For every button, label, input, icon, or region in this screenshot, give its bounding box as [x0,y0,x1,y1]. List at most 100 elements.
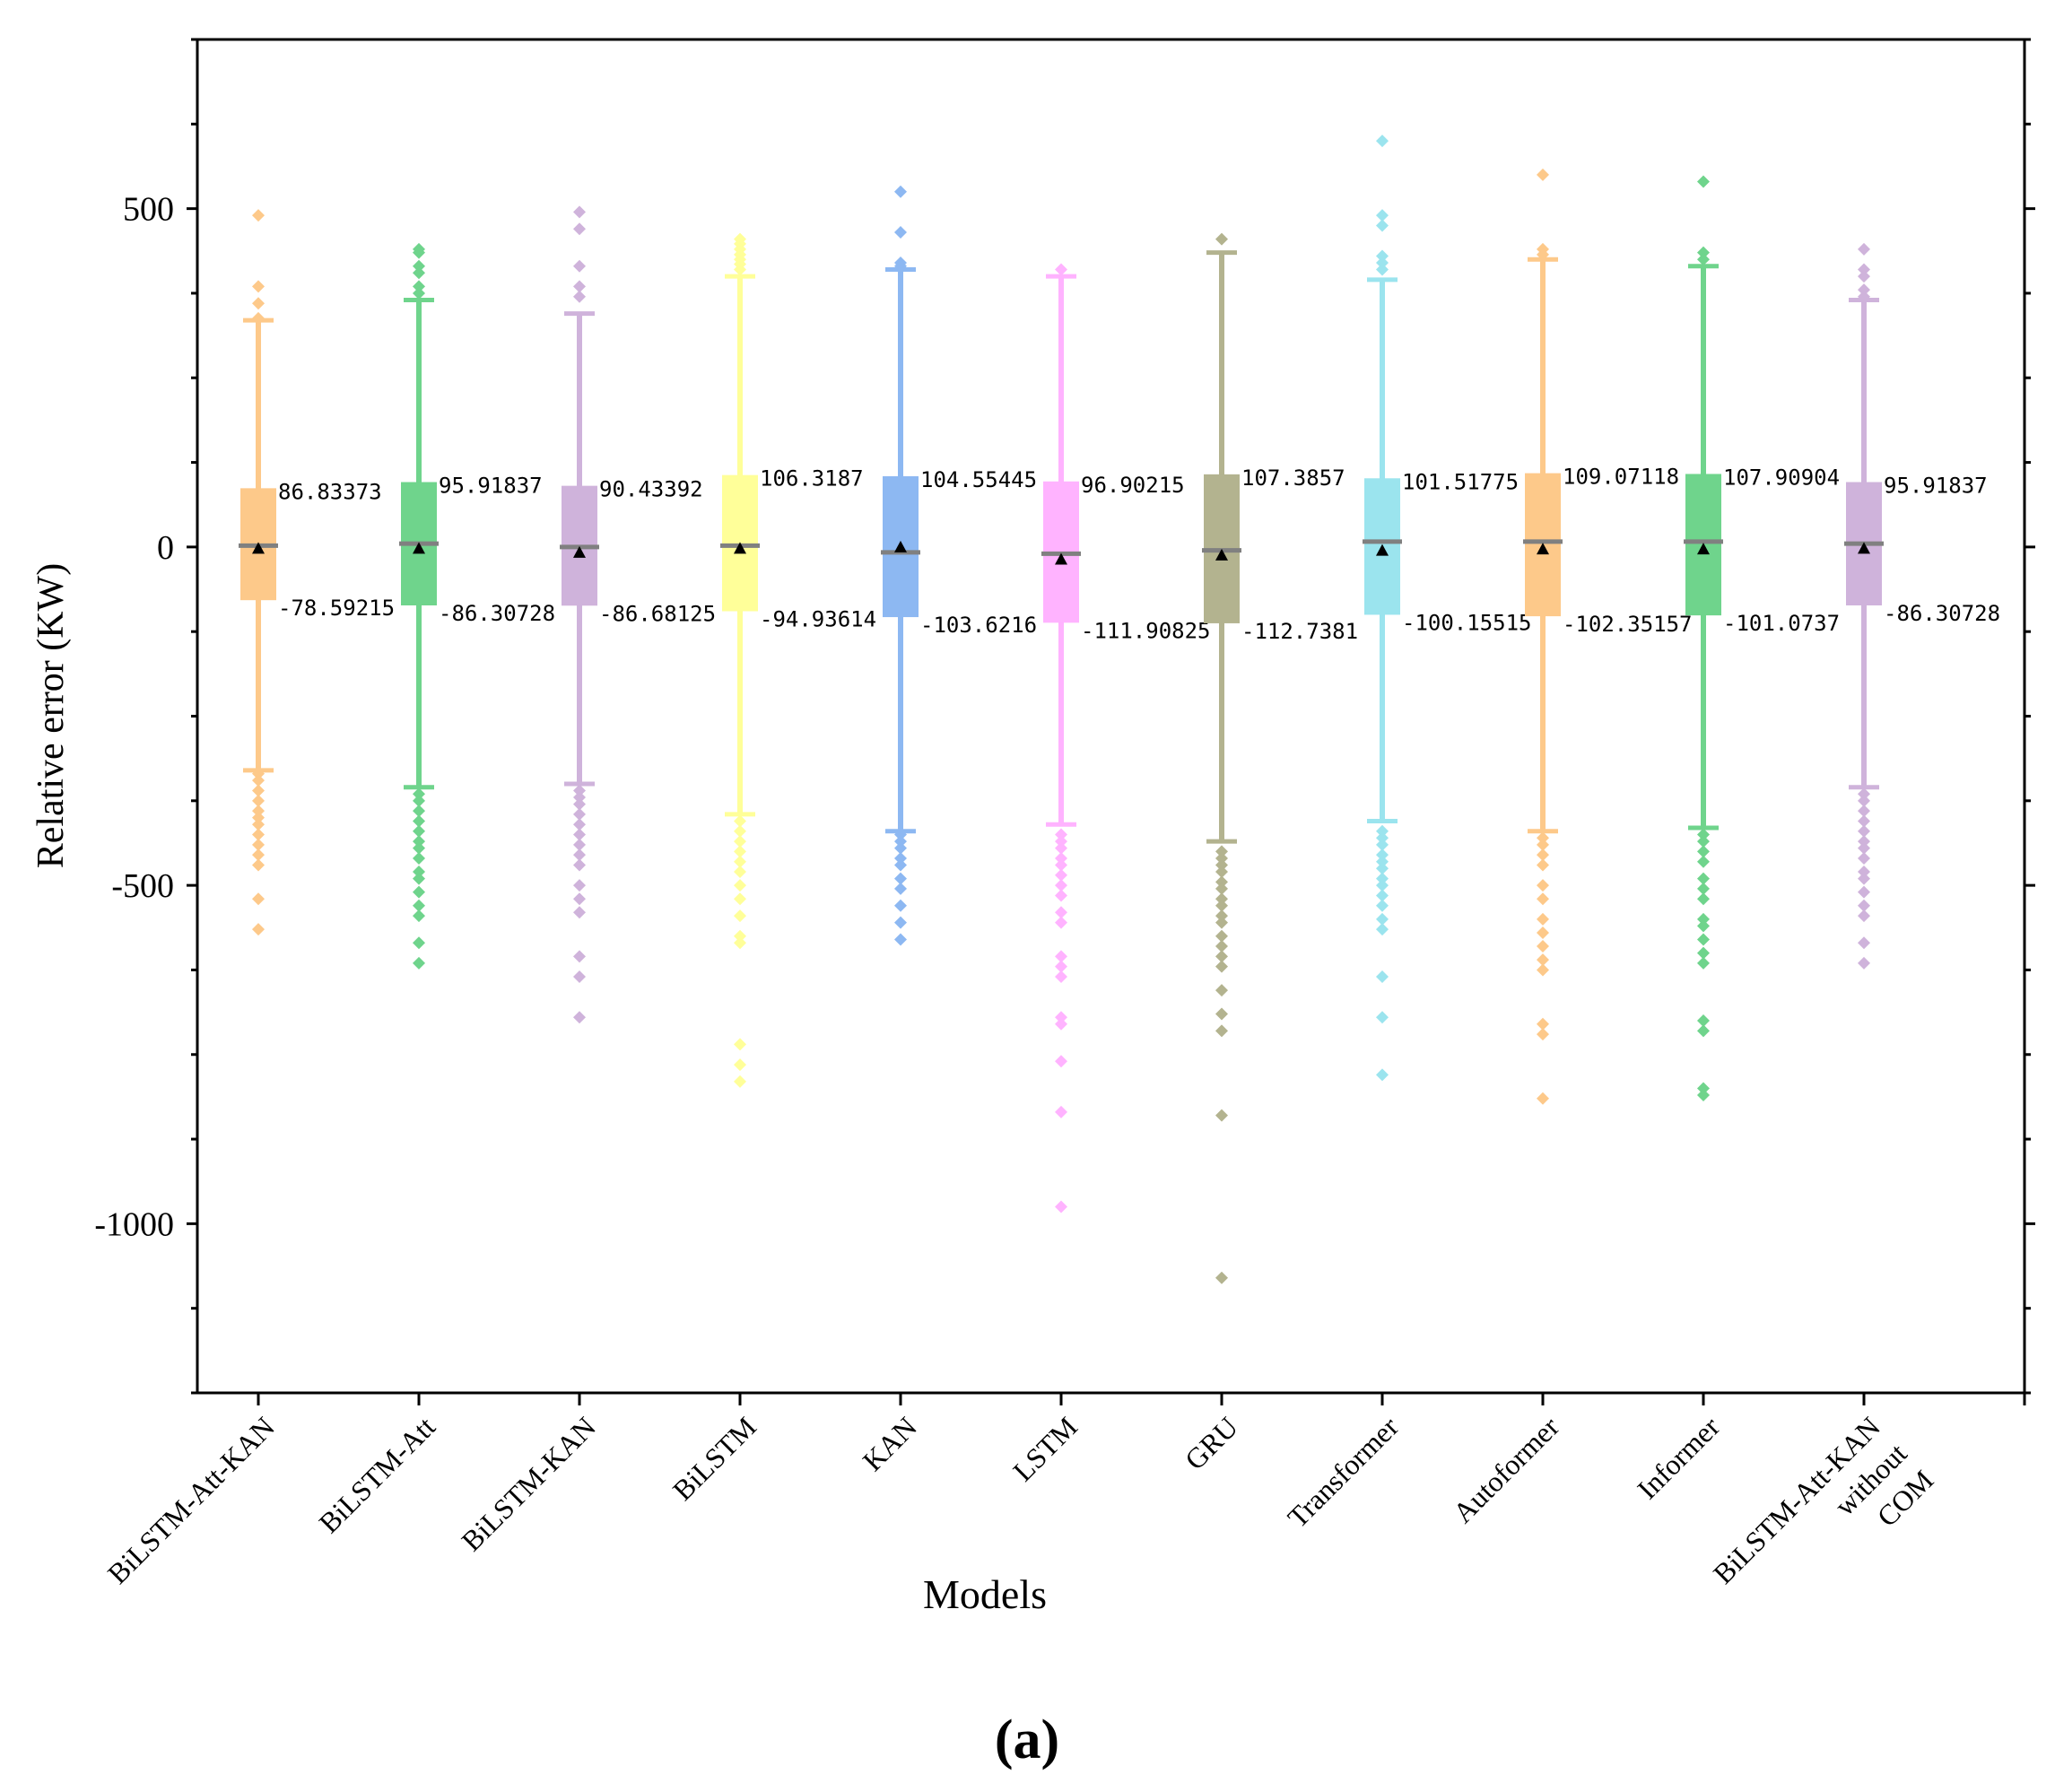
outlier-point [1537,879,1549,892]
box-group: 106.3187 -94.93614 [720,232,876,1088]
mean-marker [1055,552,1067,565]
outlier-point [1697,872,1710,885]
x-tick-label: LSTM [1006,1410,1084,1487]
outlier-point [413,805,425,818]
x-tick-label-line: BiLSTM-Att [312,1410,441,1539]
outlier-point [1055,851,1067,865]
outlier-point [413,286,425,300]
outlier-point [1055,889,1067,902]
box-group: 107.90904 -101.0737 [1684,175,1840,1102]
x-tick-label-line: LSTM [1006,1410,1084,1487]
outlier-point [1215,1007,1228,1021]
outlier-point [734,855,746,868]
outlier-point [894,851,907,865]
outlier-point [894,185,907,198]
outlier-point [252,818,265,831]
outlier-point [1537,858,1549,872]
outlier-point [413,872,425,885]
outlier-point [1215,1271,1228,1284]
q1-label: -102.35157 [1563,612,1693,637]
x-axis: BiLSTM-Att-KAN BiLSTM-Att BiLSTM-KAN BiLSTM… [101,1393,2026,1590]
outlier-point [1055,828,1067,841]
box-group: 101.51775 -100.15515 [1363,135,1532,1082]
outlier-point [1215,984,1228,997]
box-group: 104.55445 -103.6216 [881,185,1037,946]
outlier-point [1055,906,1067,919]
outlier-point [1376,249,1389,263]
outlier-point [1376,970,1389,983]
outlier-point [734,892,746,906]
x-tick-label: Autoformer [1447,1410,1566,1529]
outlier-point [1858,290,1870,303]
outlier-point [1697,1089,1710,1102]
outlier-point [1376,912,1389,926]
mean-marker [1858,542,1870,554]
q3-label: 95.91837 [439,474,543,499]
box-group: 95.91837 -86.30728 [1844,242,2000,970]
outlier-point [252,280,265,293]
outlier-point [734,845,746,858]
boxes-layer: 86.83373-78.5921595.91837-86.3072890.433… [239,135,2000,1284]
outlier-point [573,259,586,273]
x-tick-label: Informer [1631,1410,1726,1505]
outlier-point [252,311,265,325]
x-tick-label: BiLSTM-Att [312,1410,441,1539]
outlier-point [252,209,265,222]
outlier-point [573,828,586,841]
outlier-point [894,858,907,872]
outlier-point [1376,855,1389,868]
outlier-point [573,280,586,293]
outlier-point [1858,841,1870,855]
outlier-point [894,835,907,848]
outlier-point [1055,960,1067,973]
outlier-point [413,280,425,293]
q1-label: -100.15515 [1402,610,1532,635]
outlier-point [1537,168,1549,181]
outlier-point [1055,835,1067,848]
q3-label: 86.83373 [278,479,382,504]
q3-label: 106.3187 [760,466,864,491]
outlier-point [1215,845,1228,858]
box-group: 107.3857 -112.7381 [1202,232,1358,1284]
outlier-point [252,297,265,310]
outlier-point [1858,956,1870,970]
mean-marker [1215,548,1228,561]
outlier-point [734,1038,746,1051]
outlier-point [1055,868,1067,882]
outlier-point [1537,963,1549,977]
outlier-point [1697,882,1710,895]
outlier-point [1215,940,1228,953]
y-tick-label: 0 [157,529,174,567]
q3-label: 107.3857 [1241,465,1345,491]
outlier-point [413,814,425,828]
outlier-point [1697,1024,1710,1038]
y-axis: 500 0 -500 -1000 [94,38,2035,1395]
outlier-point [1055,1055,1067,1068]
outlier-point [1858,851,1870,865]
x-tick-label-line: Autoformer [1447,1410,1566,1529]
outlier-point [252,767,265,780]
outlier-point [413,899,425,912]
outlier-point [1858,835,1870,848]
panel-label: (a) [995,1709,1059,1770]
outlier-point [1055,916,1067,929]
outlier-point [252,892,265,906]
outlier-point [252,794,265,807]
box-group: 86.83373 -78.59215 [239,209,395,936]
outlier-point [1697,933,1710,946]
outlier-point [1376,263,1389,276]
outlier-point [1537,912,1549,926]
y-tick-label: -1000 [94,1205,174,1243]
x-tick-label: BiLSTM [666,1410,762,1506]
outlier-point [252,828,265,841]
outlier-point [1537,838,1549,851]
mean-marker [573,545,586,558]
x-tick-label: BiLSTM-Att-KAN [101,1410,281,1589]
plot-frame [196,38,2026,1395]
mean-marker [734,542,746,554]
outlier-point [252,811,265,824]
outlier-point [1055,970,1067,983]
outlier-point [573,838,586,851]
outlier-point [734,835,746,848]
